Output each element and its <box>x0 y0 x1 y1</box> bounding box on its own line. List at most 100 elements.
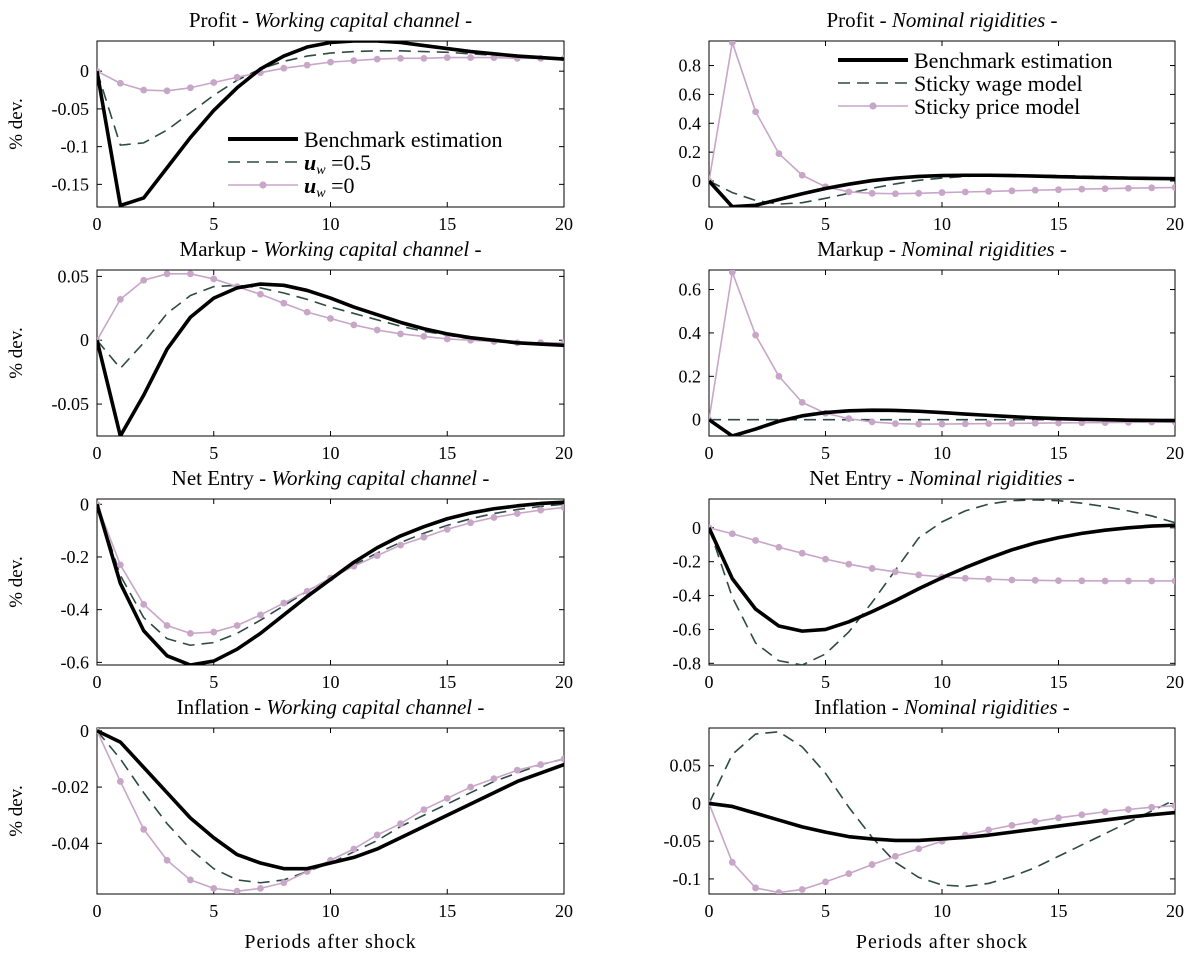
y-tick-label: 0 <box>80 494 89 514</box>
series-point <box>1031 818 1039 825</box>
panel-title-italic: Nominal rigidities <box>891 8 1045 32</box>
x-tick-label: 0 <box>705 443 714 463</box>
panel-title-tail: - <box>1062 466 1074 490</box>
series-point <box>163 87 171 95</box>
y-tick-label: -0.05 <box>52 394 90 414</box>
panel-title: Net Entry - Nominal rigidities - <box>809 466 1074 490</box>
series-line-marker <box>97 730 564 892</box>
x-tick-label: 20 <box>555 901 573 921</box>
series-point <box>303 61 311 69</box>
x-tick-label: 0 <box>705 214 714 234</box>
series-point <box>938 189 946 196</box>
panel-title: Markup - Working capital channel - <box>180 237 482 261</box>
series-point <box>187 629 194 637</box>
y-tick-label: 0.6 <box>679 280 702 300</box>
series-line-marker <box>97 503 564 635</box>
x-tick-label: 0 <box>705 672 714 692</box>
y-tick-label: 0 <box>692 410 701 430</box>
x-tick-label: 10 <box>322 214 340 234</box>
series-point <box>822 878 829 886</box>
panel-title-italic: Working capital channel <box>271 466 477 490</box>
y-axis-label: % dev. <box>6 98 27 150</box>
series-point <box>938 420 946 428</box>
y-tick-label: -0.15 <box>52 174 90 194</box>
series-point <box>1078 577 1086 585</box>
series-point <box>892 190 899 198</box>
panel-net-entry-working-capital: 0 5 10 15 20 0 -0.2 -0.4 -0.6 Net Entry - Working… <box>6 466 573 692</box>
series-point <box>1148 577 1156 585</box>
series-point <box>350 321 358 329</box>
x-tick-label: 5 <box>209 901 218 921</box>
plot-area <box>709 41 1175 207</box>
series-point <box>915 420 923 428</box>
series-point <box>1031 419 1039 427</box>
y-tick-label: 0.05 <box>58 266 90 286</box>
series-point <box>373 831 381 839</box>
series-line-solid <box>709 408 1175 436</box>
x-tick-label: 0 <box>705 901 714 921</box>
series-point <box>116 778 124 785</box>
series-line-marker <box>709 803 1175 894</box>
series-point <box>985 188 992 195</box>
y-tick-label: -0.4 <box>673 586 702 606</box>
axes-box <box>96 727 565 895</box>
series-point <box>868 189 876 197</box>
series-point <box>327 315 334 322</box>
series-point <box>728 270 736 276</box>
panel-title-italic: Working capital channel <box>264 237 470 261</box>
series-point <box>280 299 288 307</box>
series-line-marker <box>709 527 1175 582</box>
series-line-solid <box>709 801 1175 843</box>
series-point <box>775 372 783 380</box>
panel-markup-working-capital: 0 5 10 15 20 0.05 0 -0.05 Markup - Working capit… <box>6 237 573 463</box>
x-tick-label: 15 <box>438 214 456 234</box>
legend-benchmark-label: Benchmark estimation <box>304 127 503 152</box>
legend-benchmark-label: Benchmark estimation <box>914 48 1113 73</box>
x-tick-label: 15 <box>438 443 456 463</box>
legend-uw05-label: uw =0.5 <box>304 150 371 178</box>
series-point <box>1055 577 1062 585</box>
series-point <box>397 820 404 828</box>
y-tick-label: 0 <box>692 171 701 191</box>
series-point <box>1008 821 1016 829</box>
y-axis-label: % dev. <box>6 785 27 837</box>
series-point <box>985 826 992 834</box>
x-axis-label: Periods after shock <box>244 931 416 953</box>
series-point <box>752 537 759 544</box>
series-point <box>892 568 899 576</box>
x-tick-label: 15 <box>1050 214 1068 234</box>
y-tick-label: -0.2 <box>61 547 90 567</box>
plot-area <box>97 41 564 207</box>
x-tick-label: 20 <box>1166 672 1184 692</box>
series-point <box>373 326 381 334</box>
x-tick-label: 5 <box>209 214 218 234</box>
series-point <box>327 58 334 66</box>
series-point <box>280 879 288 887</box>
y-tick-label: 0 <box>692 518 701 538</box>
y-axis-label: % dev. <box>6 556 27 608</box>
series-point <box>233 622 241 629</box>
panel-title-main: Net Entry - <box>172 466 272 490</box>
y-tick-label: -0.05 <box>52 99 90 119</box>
plot-area <box>709 499 1175 665</box>
series-point <box>845 870 853 878</box>
y-tick-label: 0.2 <box>679 142 702 162</box>
plot-area <box>709 270 1175 436</box>
series-point <box>210 884 218 892</box>
plot-area <box>709 730 1175 894</box>
y-tick-label: 0.4 <box>679 323 702 343</box>
series-point <box>280 599 288 607</box>
series-point <box>490 514 498 521</box>
series-point <box>1008 187 1016 195</box>
panel-title-main: Inflation - <box>177 695 267 719</box>
y-tick-label: -0.04 <box>52 833 90 853</box>
plot-area <box>97 270 564 436</box>
panel-title-main: Profit - <box>826 8 891 32</box>
panel-title: Inflation - Nominal rigidities - <box>814 695 1070 719</box>
series-point <box>116 79 124 87</box>
series-point <box>845 415 853 423</box>
panel-title-tail: - <box>477 466 489 490</box>
series-point <box>443 54 451 61</box>
panel-title-main: Markup - <box>817 237 901 261</box>
series-line-solid <box>97 729 564 871</box>
